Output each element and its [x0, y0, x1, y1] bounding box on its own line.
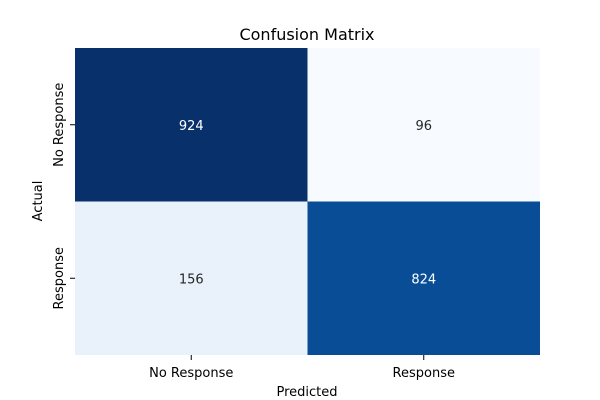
- heatmap-cell: [307, 201, 540, 355]
- y-tick-label: No Response: [52, 83, 67, 167]
- chart-title: Confusion Matrix: [239, 25, 374, 44]
- y-axis-ticks: No Response Response: [52, 83, 75, 309]
- cell-value-label: 924: [179, 119, 204, 134]
- x-tick-label: No Response: [149, 366, 233, 381]
- cell-value-label: 824: [411, 272, 436, 287]
- y-tick-label: Response: [52, 247, 67, 309]
- cell-value-label: 156: [179, 272, 204, 287]
- x-axis-label: Predicted: [276, 385, 337, 400]
- cell-value-label: 96: [415, 119, 432, 134]
- y-axis-label: Actual: [31, 181, 46, 222]
- heatmap-cell: [75, 201, 308, 355]
- heatmap-cell: [75, 48, 308, 202]
- heatmap-cells: 924 96 156 824: [75, 48, 540, 355]
- heatmap-cell: [307, 48, 540, 202]
- x-tick-label: Response: [393, 366, 455, 381]
- x-axis-ticks: No Response Response: [149, 355, 455, 381]
